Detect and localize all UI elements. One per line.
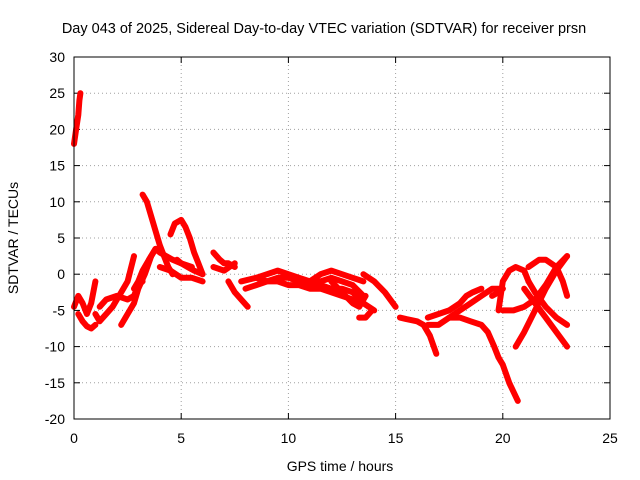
- y-tick-label: -10: [45, 339, 65, 355]
- y-tick-label: 10: [49, 194, 65, 210]
- data-series-arc-15: [225, 278, 251, 310]
- x-tick-label: 0: [70, 430, 78, 446]
- data-series-arc-26: [446, 314, 521, 404]
- y-tick-label: 25: [49, 85, 65, 101]
- data-series-arc-22: [356, 307, 375, 321]
- data-series-arc-14: [210, 260, 238, 274]
- series-layer: [71, 90, 571, 404]
- y-tick-label: 30: [49, 49, 65, 65]
- data-series-arc-25: [424, 285, 485, 321]
- data-series-arc-01: [71, 90, 84, 147]
- y-tick-label: -5: [53, 302, 66, 318]
- data-series-arc-21: [360, 271, 399, 310]
- data-series-arc-06: [118, 253, 155, 328]
- data-series-arc-32: [525, 256, 571, 299]
- data-series-arc-02: [71, 278, 99, 317]
- data-series-arc-24: [424, 285, 506, 328]
- data-series-arc-31: [525, 278, 571, 328]
- y-tick-label: 15: [49, 158, 65, 174]
- label-layer: -20 -15 -10 -5 0 5 10 15 20 25 30 0 5 10 15 20 25: [45, 49, 618, 446]
- grid-layer: [74, 57, 610, 419]
- data-series-arc-28: [495, 264, 532, 314]
- y-tick-label: 0: [57, 266, 65, 282]
- x-tick-label: 5: [177, 430, 185, 446]
- chart-title: Day 043 of 2025, Sidereal Day-to-day VTE…: [62, 21, 586, 37]
- data-series-arc-10: [167, 216, 206, 278]
- y-axis-label: SDTVAR / TECUs: [5, 182, 21, 294]
- plot-frame: [73, 56, 611, 420]
- x-tick-label: 25: [602, 430, 618, 446]
- data-series-arc-20: [328, 278, 369, 310]
- y-tick-label: -15: [45, 375, 65, 391]
- data-series-arc-12: [156, 264, 206, 285]
- x-tick-label: 10: [281, 430, 297, 446]
- data-series-arc-33: [521, 285, 571, 350]
- data-series-arc-16: [238, 267, 367, 299]
- y-tick-label: 20: [49, 121, 65, 137]
- data-series-arc-19: [306, 267, 367, 285]
- data-series-arc-03: [75, 311, 99, 332]
- y-tick-label: -20: [45, 411, 65, 427]
- data-series-arc-07: [131, 245, 163, 292]
- data-series-arc-23: [396, 314, 440, 357]
- data-series-arc-11: [173, 256, 206, 278]
- data-series-arc-08: [139, 191, 176, 278]
- data-series-arc-04: [92, 253, 137, 325]
- x-tick-label: 20: [495, 430, 511, 446]
- y-tick-label: 5: [57, 230, 65, 246]
- x-tick-label: 15: [388, 430, 404, 446]
- x-axis-label: GPS time / hours: [287, 458, 394, 474]
